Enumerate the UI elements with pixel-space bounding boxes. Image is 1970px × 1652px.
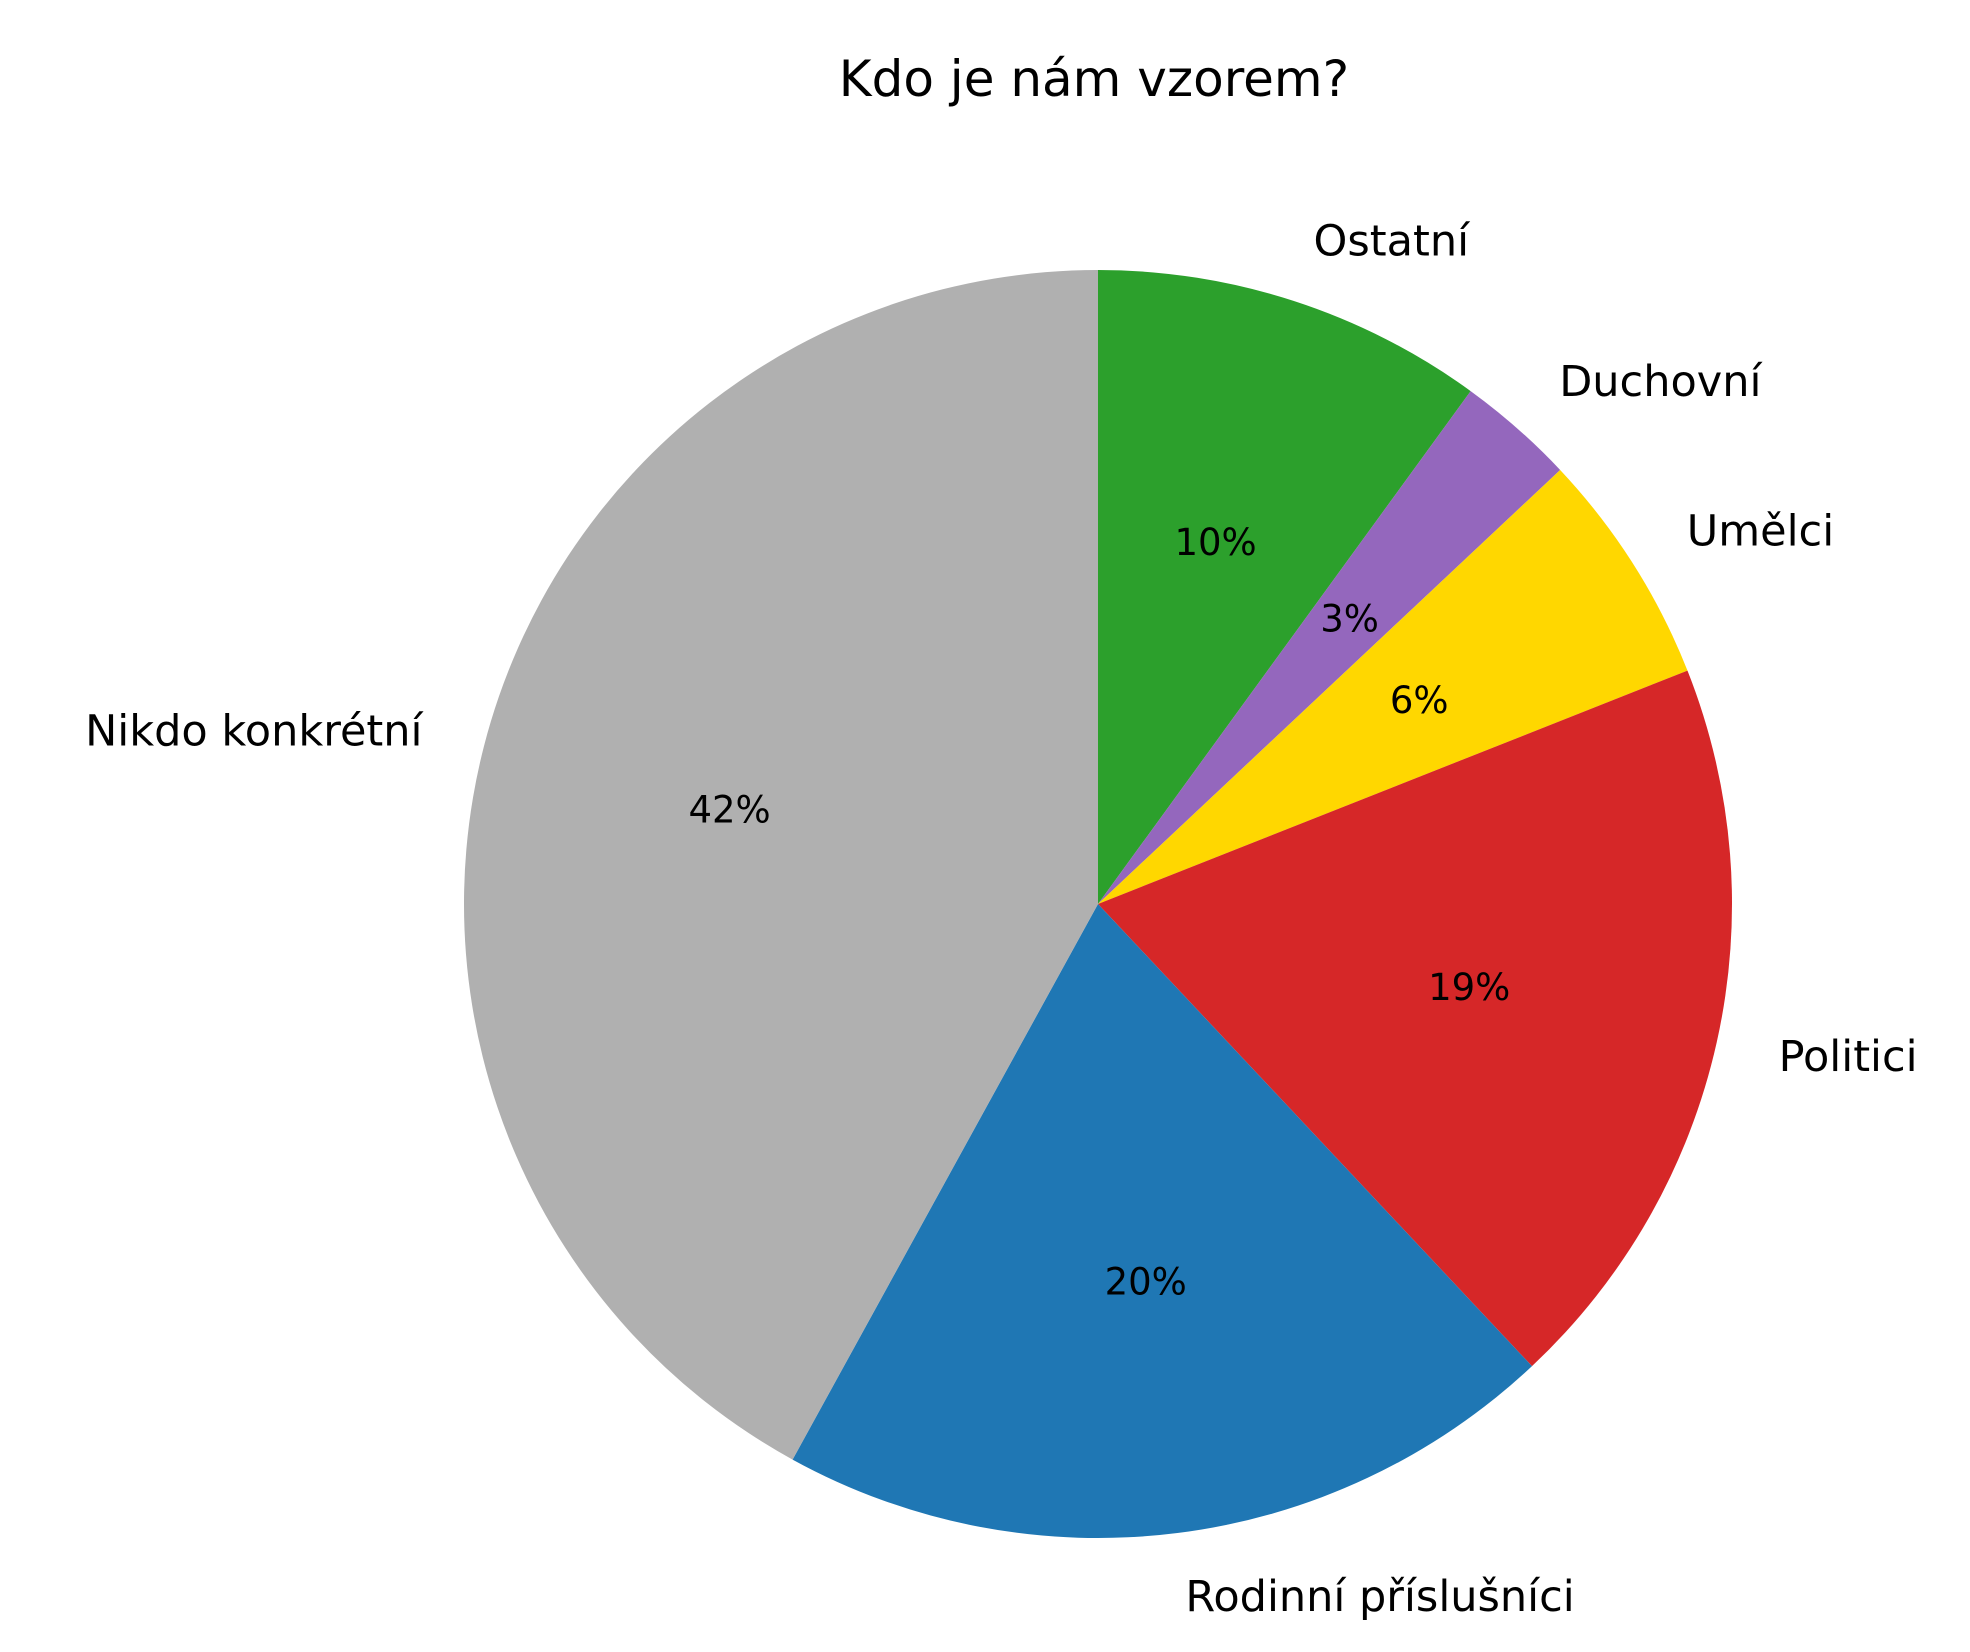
slice-label: Duchovní [1559, 357, 1763, 407]
pie-slice-rodinn-p-slu-n-ci [792, 904, 1532, 1539]
slice-percent-label: 3% [1320, 598, 1379, 641]
pie-wedges [463, 270, 1733, 1539]
slice-percent-label: 6% [1390, 679, 1449, 722]
slice-label: Politici [1779, 1032, 1918, 1082]
pie-slice-politici [1098, 670, 1733, 1367]
slice-percent-label: 42% [688, 788, 770, 831]
chart-title: Kdo je nám vzorem? [839, 50, 1349, 108]
slice-labels: Ostatní Duchovní Umělci Politici Rodinní pří… [85, 217, 1917, 1622]
slice-percent-label: 10% [1174, 521, 1256, 564]
percent-labels: 10% 3% 6% 19% 20% 42% [688, 521, 1510, 1303]
slice-label: Nikdo konkrétní [85, 707, 424, 757]
slice-label: Umělci [1687, 506, 1834, 556]
pie-slice-duchovn- [1098, 391, 1561, 905]
slice-percent-label: 19% [1428, 966, 1510, 1009]
slice-label: Ostatní [1314, 217, 1472, 267]
slice-label: Rodinní příslušníci [1185, 1572, 1574, 1622]
slice-percent-label: 20% [1105, 1260, 1187, 1303]
pie-slice-nikdo-konkr-tn- [463, 270, 1099, 1460]
pie-slice-ostatn- [1098, 270, 1471, 904]
pie-slice-um-lci [1098, 470, 1688, 904]
